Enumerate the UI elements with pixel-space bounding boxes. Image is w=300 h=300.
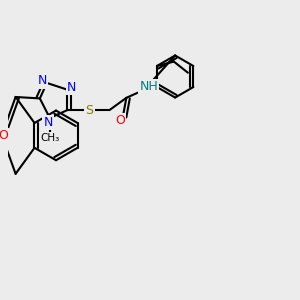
Text: N: N [44,116,53,129]
Text: O: O [0,129,8,142]
Text: S: S [85,103,94,117]
Text: N: N [67,81,76,94]
Text: O: O [115,114,125,127]
Text: CH₃: CH₃ [40,133,59,143]
Text: NH: NH [140,80,158,93]
Text: N: N [38,74,47,87]
